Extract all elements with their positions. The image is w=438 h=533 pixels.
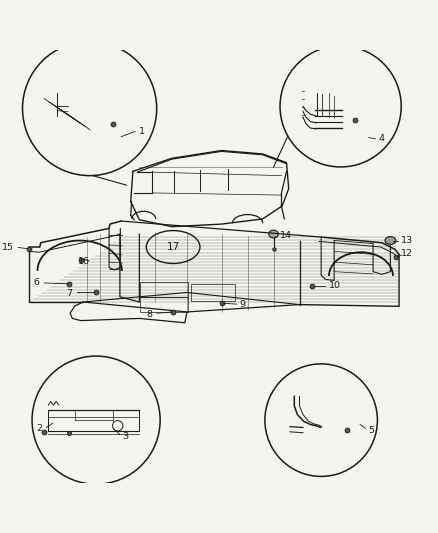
Ellipse shape bbox=[385, 237, 396, 245]
Text: 1: 1 bbox=[139, 127, 145, 136]
Text: 5: 5 bbox=[368, 425, 374, 434]
Bar bbox=[140, 281, 188, 297]
Circle shape bbox=[265, 364, 378, 477]
Ellipse shape bbox=[146, 231, 200, 263]
Text: 10: 10 bbox=[329, 281, 341, 290]
Text: 3: 3 bbox=[122, 432, 128, 441]
Circle shape bbox=[32, 356, 160, 484]
Text: 17: 17 bbox=[166, 242, 180, 252]
Text: 7: 7 bbox=[66, 289, 72, 298]
Text: 2: 2 bbox=[36, 424, 42, 433]
Text: 6: 6 bbox=[34, 278, 40, 287]
Text: 4: 4 bbox=[378, 134, 384, 143]
Text: 8: 8 bbox=[146, 310, 152, 319]
Text: 9: 9 bbox=[239, 300, 245, 309]
Bar bbox=[191, 284, 235, 301]
Text: 14: 14 bbox=[280, 231, 292, 240]
Text: 15: 15 bbox=[2, 243, 14, 252]
Text: 12: 12 bbox=[401, 249, 413, 258]
Circle shape bbox=[280, 46, 401, 167]
Bar bbox=[140, 297, 188, 312]
Circle shape bbox=[22, 42, 157, 175]
Text: 16: 16 bbox=[78, 257, 90, 266]
Text: 13: 13 bbox=[401, 236, 413, 245]
Ellipse shape bbox=[269, 230, 278, 238]
